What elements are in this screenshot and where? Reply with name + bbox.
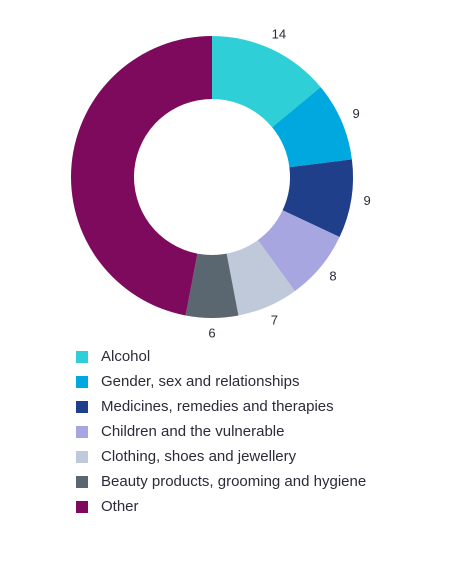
legend-label: Children and the vulnerable — [101, 423, 284, 440]
legend-label: Gender, sex and relationships — [101, 373, 299, 390]
legend-swatch — [76, 501, 88, 513]
donut-segment — [257, 210, 340, 292]
value-label: 14 — [272, 26, 286, 41]
donut-segment — [226, 240, 295, 316]
legend-swatch — [76, 401, 88, 413]
donut-segment — [272, 87, 352, 168]
legend-swatch — [76, 476, 88, 488]
legend-swatch — [76, 376, 88, 388]
value-label: 9 — [352, 106, 359, 121]
legend-swatch — [76, 351, 88, 363]
value-label: 8 — [329, 269, 336, 284]
donut-segment — [282, 159, 353, 238]
legend-label: Alcohol — [101, 348, 150, 365]
legend-label: Clothing, shoes and jewellery — [101, 448, 297, 465]
value-label: 9 — [363, 193, 370, 208]
legend-label: Beauty products, grooming and hygiene — [101, 473, 366, 490]
value-label: 7 — [271, 313, 278, 328]
legend-label: Other — [101, 498, 139, 515]
value-label: 6 — [208, 325, 215, 340]
legend-label: Medicines, remedies and therapies — [101, 398, 334, 415]
legend-swatch — [76, 451, 88, 463]
donut-segment — [71, 36, 212, 316]
donut-segment — [185, 253, 239, 318]
legend-swatch — [76, 426, 88, 438]
donut-segment — [212, 36, 321, 128]
